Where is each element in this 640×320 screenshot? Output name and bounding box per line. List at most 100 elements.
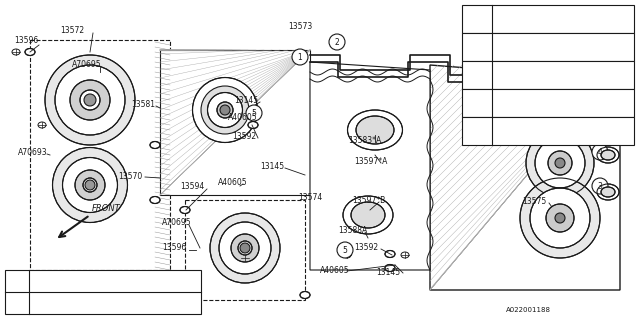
- Ellipse shape: [150, 141, 160, 148]
- Ellipse shape: [548, 151, 572, 175]
- Text: 13583*A: 13583*A: [348, 136, 381, 145]
- Circle shape: [220, 105, 230, 115]
- Text: 4: 4: [475, 99, 479, 108]
- Ellipse shape: [219, 222, 271, 274]
- Ellipse shape: [348, 110, 403, 150]
- Text: A70665≤09MY0904〉: A70665≤09MY0904〉: [33, 275, 114, 284]
- Circle shape: [490, 91, 506, 107]
- Circle shape: [592, 110, 608, 126]
- Ellipse shape: [210, 213, 280, 283]
- Ellipse shape: [193, 77, 257, 142]
- Polygon shape: [430, 65, 620, 290]
- Ellipse shape: [55, 65, 125, 135]
- Text: 13574: 13574: [298, 193, 323, 202]
- Ellipse shape: [530, 188, 590, 248]
- Bar: [462, 33, 634, 61]
- Ellipse shape: [150, 196, 160, 204]
- Ellipse shape: [497, 81, 519, 99]
- Polygon shape: [310, 62, 430, 270]
- Text: 1: 1: [298, 52, 302, 61]
- Bar: [462, 5, 634, 33]
- Ellipse shape: [217, 102, 233, 118]
- Text: A70693: A70693: [18, 148, 47, 157]
- Text: A70695: A70695: [72, 60, 102, 69]
- Text: 13597*A: 13597*A: [354, 157, 387, 166]
- Circle shape: [246, 105, 262, 121]
- Text: 5: 5: [475, 126, 479, 135]
- Text: 13570: 13570: [118, 172, 142, 181]
- Text: 13597*B: 13597*B: [352, 196, 385, 205]
- Circle shape: [468, 10, 486, 28]
- Ellipse shape: [201, 86, 249, 134]
- Circle shape: [555, 213, 565, 223]
- Text: 4: 4: [598, 148, 602, 156]
- Ellipse shape: [601, 187, 615, 197]
- Bar: [462, 89, 634, 117]
- Ellipse shape: [63, 157, 118, 212]
- Text: A40605: A40605: [228, 113, 258, 122]
- Circle shape: [85, 180, 95, 190]
- Ellipse shape: [597, 110, 619, 126]
- Ellipse shape: [343, 196, 393, 234]
- Circle shape: [240, 243, 250, 253]
- Ellipse shape: [520, 178, 600, 258]
- Text: A40605: A40605: [320, 266, 349, 275]
- Text: 13145: 13145: [234, 96, 258, 105]
- Ellipse shape: [356, 116, 394, 144]
- Ellipse shape: [75, 170, 105, 200]
- Ellipse shape: [535, 138, 585, 188]
- Ellipse shape: [300, 292, 310, 299]
- Text: 13596: 13596: [14, 36, 38, 45]
- Bar: [462, 61, 634, 89]
- Text: 13579A: 13579A: [498, 94, 533, 103]
- Circle shape: [329, 34, 345, 50]
- Polygon shape: [160, 50, 310, 195]
- Text: 13145: 13145: [376, 268, 400, 277]
- Circle shape: [555, 158, 565, 168]
- Circle shape: [468, 94, 486, 112]
- Ellipse shape: [385, 265, 395, 271]
- Ellipse shape: [207, 92, 243, 127]
- Ellipse shape: [70, 80, 110, 120]
- Circle shape: [337, 242, 353, 258]
- Text: 13145: 13145: [260, 162, 284, 171]
- Ellipse shape: [351, 202, 385, 228]
- Circle shape: [555, 110, 565, 120]
- Ellipse shape: [231, 234, 259, 262]
- Ellipse shape: [45, 55, 135, 145]
- Ellipse shape: [500, 102, 510, 109]
- Text: 3: 3: [598, 181, 602, 190]
- Circle shape: [7, 282, 27, 302]
- Ellipse shape: [526, 129, 594, 197]
- Ellipse shape: [546, 204, 574, 232]
- Text: 5: 5: [252, 108, 257, 117]
- Ellipse shape: [248, 122, 258, 129]
- Text: A40605: A40605: [218, 178, 248, 187]
- Ellipse shape: [343, 252, 351, 258]
- Circle shape: [592, 144, 608, 160]
- Circle shape: [468, 38, 486, 56]
- Text: 13573: 13573: [288, 22, 312, 31]
- Ellipse shape: [248, 107, 258, 114]
- Circle shape: [292, 49, 308, 65]
- Text: A70695: A70695: [162, 218, 191, 227]
- Text: 1: 1: [475, 14, 479, 23]
- Ellipse shape: [80, 90, 100, 110]
- Ellipse shape: [52, 148, 127, 222]
- Ellipse shape: [490, 76, 525, 104]
- Text: 2: 2: [335, 37, 339, 46]
- Text: 5: 5: [342, 245, 348, 254]
- Bar: [185, 200, 305, 300]
- Bar: [30, 40, 170, 270]
- Text: 6: 6: [14, 287, 20, 297]
- Ellipse shape: [526, 81, 594, 149]
- Ellipse shape: [25, 49, 35, 55]
- Ellipse shape: [597, 147, 619, 163]
- Text: 13583*D: 13583*D: [498, 66, 538, 75]
- Bar: [462, 117, 634, 145]
- Circle shape: [84, 94, 96, 106]
- Ellipse shape: [548, 103, 572, 127]
- Text: 13572: 13572: [60, 26, 84, 35]
- Text: J10693〈09MY0904-〉: J10693〈09MY0904-〉: [33, 295, 112, 304]
- Ellipse shape: [83, 178, 97, 192]
